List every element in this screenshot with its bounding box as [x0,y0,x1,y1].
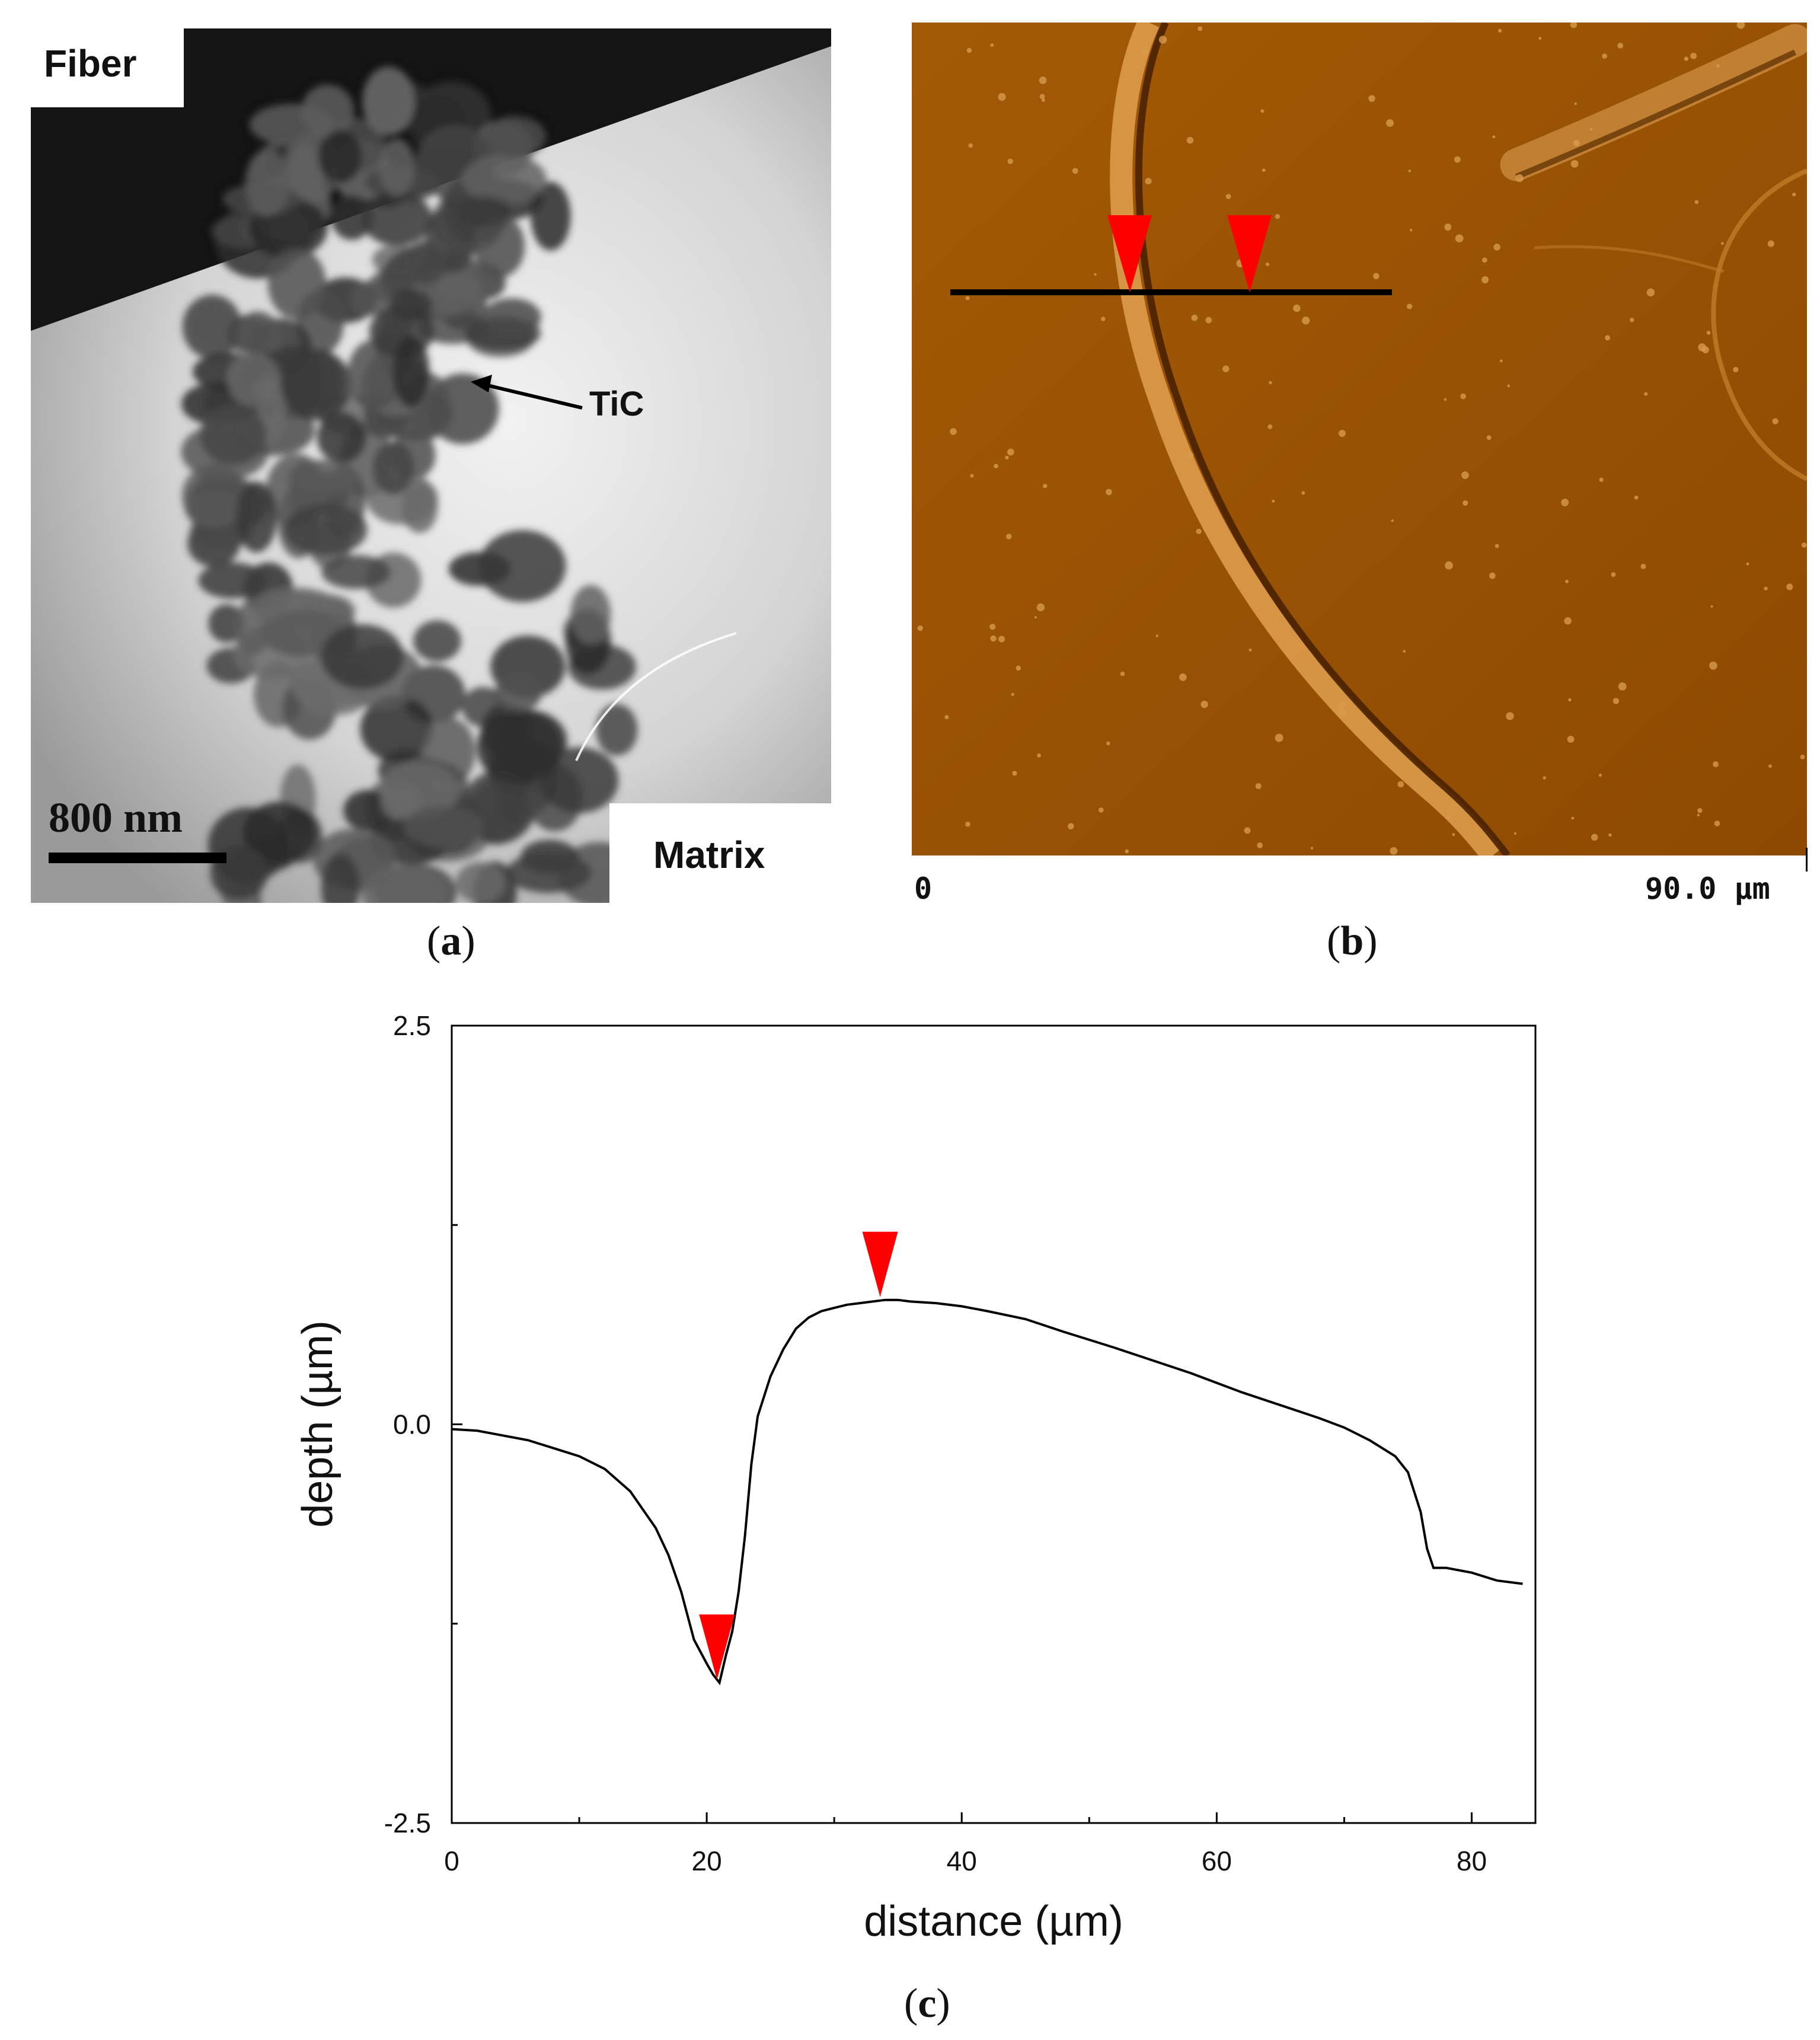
profile-marker-2 [1227,215,1272,292]
x-tick-label: 60 [1202,1846,1232,1876]
fiber-label: Fiber [44,42,137,85]
tic-label: TiC [589,385,644,423]
x-axis-label: distance (µm) [864,1898,1123,1945]
scale-bar-text: 800 nm [49,794,183,841]
axis-ticks [451,1024,1473,1824]
depth-profile-chart: 0 20 40 60 80 -2.5 0.0 2.5 distance (µm) depth … [294,1010,1537,1945]
tic-particles [181,66,640,903]
profile-marker-1 [1107,215,1152,292]
x-tick-label: 20 [692,1846,722,1876]
y-tick-label: 0.0 [393,1409,431,1440]
afm-surface-graphic [912,23,1807,855]
tick-labels: 0 20 40 60 80 -2.5 0.0 2.5 [384,1010,1487,1876]
scale-bar [49,853,226,863]
tem-micrograph: Fiber Matrix TiC 800 nm [31,28,831,903]
profile-markers [699,1231,898,1680]
caption-b: (b) [1327,918,1378,964]
y-tick-label: 2.5 [393,1010,431,1041]
plot-frame [451,1024,1537,1824]
x-tick-label: 40 [947,1846,977,1876]
afm-axis-start: 0 [914,871,933,906]
fiber-label-box [31,28,184,107]
tem-image-graphic [31,28,831,903]
x-tick-label: 80 [1457,1846,1487,1876]
caption-a: (a) [427,918,475,964]
x-tick-label: 0 [444,1846,459,1876]
y-axis-label: depth (µm) [294,1320,341,1528]
profile-marker [699,1614,735,1680]
profile-marker [862,1231,898,1297]
matrix-label: Matrix [653,834,765,876]
matrix-label-box [609,803,831,903]
caption-c: (c) [904,1981,950,2026]
tic-arrow [471,375,583,410]
afm-image [912,23,1807,855]
afm-axis-line [1806,848,1808,871]
afm-axis-end: 90.0 µm [1645,871,1770,906]
y-tick-label: -2.5 [384,1808,431,1838]
depth-profile-line [451,1298,1523,1685]
surface-debris [917,23,1807,855]
